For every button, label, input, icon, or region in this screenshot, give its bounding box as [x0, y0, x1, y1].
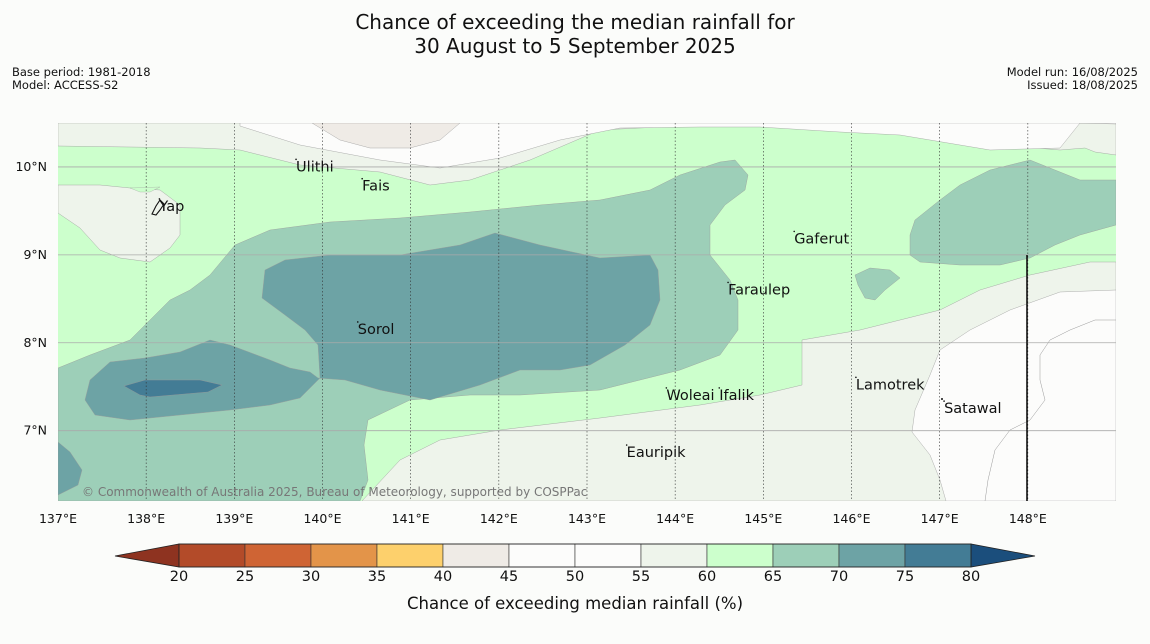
- yap-island-shape: [151, 199, 165, 216]
- model-run: Model run: 16/08/2025: [1006, 65, 1138, 79]
- issued-date: Issued: 18/08/2025: [1027, 78, 1138, 92]
- colorbar-cell: [838, 543, 906, 568]
- place-label-woleai: Woleai: [666, 388, 714, 404]
- place-label-lamotrek: Lamotrek: [856, 377, 925, 393]
- x-tick-label: 147°E: [921, 511, 959, 526]
- place-label-ulithi: Ulithi: [296, 159, 334, 175]
- colorbar-cells: [178, 543, 972, 568]
- place-label-fais: Fais: [362, 179, 389, 195]
- place-label-sorol: Sorol: [358, 322, 395, 338]
- place-label-satawal: Satawal: [944, 401, 1001, 417]
- place-marker: [158, 198, 161, 200]
- x-tick-label: 142°E: [480, 511, 518, 526]
- colorbar-tick-label: 75: [895, 569, 915, 585]
- place-marker: [625, 444, 628, 446]
- place-label-ifalik: Ifalik: [719, 388, 754, 404]
- region-70-75-corner: [58, 441, 83, 496]
- y-tick-label: 9°N: [23, 247, 47, 262]
- colorbar-cell: [904, 543, 972, 568]
- colorbar-tick-label: 65: [763, 569, 783, 585]
- place-label-eauripik: Eauripik: [627, 445, 686, 461]
- region-65-70-small: [854, 267, 901, 301]
- place-label-faraulep: Faraulep: [728, 282, 790, 298]
- colorbar-tick-label: 45: [499, 569, 519, 585]
- place-marker: [665, 387, 668, 389]
- y-tick-label: 8°N: [23, 335, 47, 350]
- x-tick-label: 141°E: [392, 511, 430, 526]
- colorbar-high-arrow: [970, 543, 1036, 568]
- colorbar-frame: [178, 543, 972, 568]
- region-70-75-main: [84, 232, 661, 421]
- colorbar-cell: [244, 543, 312, 568]
- colorbar-tick-label: 55: [631, 569, 651, 585]
- axis-ticks: 137°E 138°E 139°E 140°E 141°E 142°E 143°E 144°E…: [15, 159, 1046, 526]
- region-55-60-yap: [58, 184, 181, 263]
- place-labels: Ulithi Fais Yap Gaferut Faraulep Sorol Lamotre…: [158, 158, 1002, 461]
- colorbar-cell: [772, 543, 840, 568]
- colorbar-tick-label: 80: [961, 569, 981, 585]
- x-tick-label: 148°E: [1009, 511, 1047, 526]
- colorbar-tick-label: 60: [697, 569, 717, 585]
- colorbar-cell: [508, 543, 576, 568]
- colorbar-low-arrow: [114, 543, 180, 568]
- base-period: Base period: 1981-2018: [12, 65, 151, 79]
- colorbar-cell: [376, 543, 444, 568]
- place-label-gaferut: Gaferut: [794, 231, 849, 247]
- colorbar-cell: [706, 543, 774, 568]
- map-title-line2: 30 August to 5 September 2025: [414, 34, 736, 58]
- colorbar-tick-label: 30: [301, 569, 321, 585]
- region-75-80: [123, 379, 223, 398]
- colorbar-cell: [310, 543, 378, 568]
- x-tick-label: 146°E: [832, 511, 870, 526]
- x-tick-label: 137°E: [39, 511, 77, 526]
- colorbar-tick-label: 40: [433, 569, 453, 585]
- place-marker: [361, 177, 363, 180]
- colorbar-title: Chance of exceeding median rainfall (%): [406, 594, 744, 613]
- meta-right: Model run: 16/08/2025 Issued: 18/08/2025: [1007, 66, 1138, 92]
- x-tick-label: 144°E: [656, 511, 694, 526]
- place-marker: [727, 281, 729, 284]
- colorbar-cell: [640, 543, 708, 568]
- place-marker: [295, 158, 297, 161]
- colorbar-tick-label: 35: [367, 569, 387, 585]
- colorbar-tick-label: 25: [235, 569, 255, 585]
- islet-marker: [941, 398, 943, 400]
- place-label-yap: Yap: [158, 199, 184, 215]
- x-tick-label: 140°E: [303, 511, 341, 526]
- place-marker: [855, 376, 857, 379]
- place-marker: [943, 400, 945, 402]
- region-60-65-islet: [129, 186, 161, 193]
- y-tick-label: 7°N: [23, 423, 47, 438]
- model-name: Model: ACCESS-S2: [12, 78, 119, 92]
- region-65-70-east: [909, 159, 1116, 266]
- map-area: [58, 123, 1116, 501]
- place-marker: [356, 321, 359, 323]
- colorbar-tick-label: 20: [169, 569, 189, 585]
- x-tick-label: 145°E: [744, 511, 782, 526]
- y-tick-label: 10°N: [15, 159, 47, 174]
- x-tick-label: 143°E: [568, 511, 606, 526]
- place-marker: [718, 387, 721, 389]
- colorbar-tick-label: 50: [565, 569, 585, 585]
- x-tick-label: 138°E: [127, 511, 165, 526]
- colorbar: [114, 543, 1036, 568]
- contour-line: [984, 319, 1116, 501]
- copyright-text: © Commonwealth of Australia 2025, Bureau…: [82, 485, 587, 499]
- x-tick-label: 139°E: [215, 511, 253, 526]
- meta-left: Base period: 1981-2018 Model: ACCESS-S2: [12, 66, 151, 92]
- place-marker: [793, 230, 795, 233]
- gridlines: [58, 123, 1116, 501]
- colorbar-cell: [574, 543, 642, 568]
- colorbar-cell: [442, 543, 510, 568]
- colorbar-cell: [178, 543, 246, 568]
- map-title-line1: Chance of exceeding the median rainfall …: [355, 10, 795, 34]
- region-45-55-top: [239, 123, 1116, 169]
- colorbar-tick-label: 70: [829, 569, 849, 585]
- region-40-45-top: [311, 123, 461, 149]
